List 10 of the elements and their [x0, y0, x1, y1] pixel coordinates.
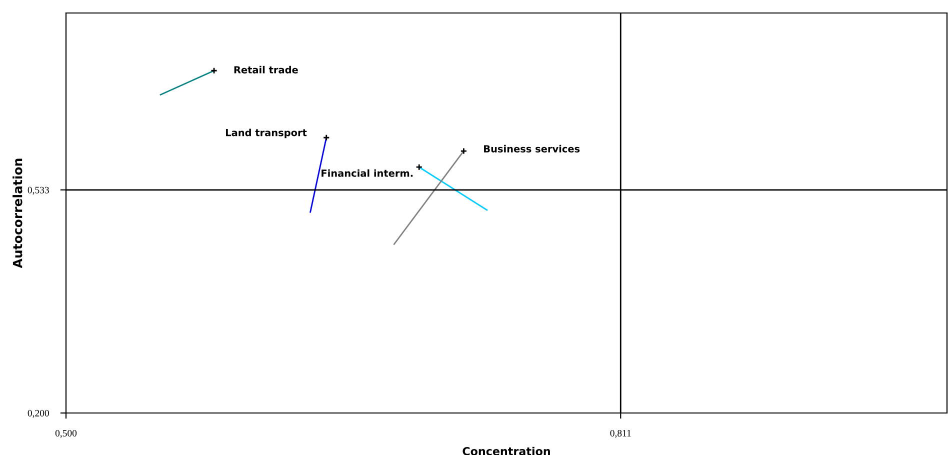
y-tick-label: 0,533: [28, 186, 49, 195]
series-label: Financial interm.: [322, 169, 413, 177]
series-label: Retail trade: [234, 66, 298, 74]
series-label: Land transport: [226, 128, 307, 138]
x-axis-title: Concentration: [462, 446, 550, 455]
y-axis-title: Autocorrelation: [12, 158, 22, 268]
x-tick-label: 0,811: [610, 430, 631, 438]
series-label: Business services: [484, 144, 580, 152]
y-tick-label: 0,200: [28, 410, 49, 418]
x-tick-label: 0,500: [55, 430, 77, 438]
